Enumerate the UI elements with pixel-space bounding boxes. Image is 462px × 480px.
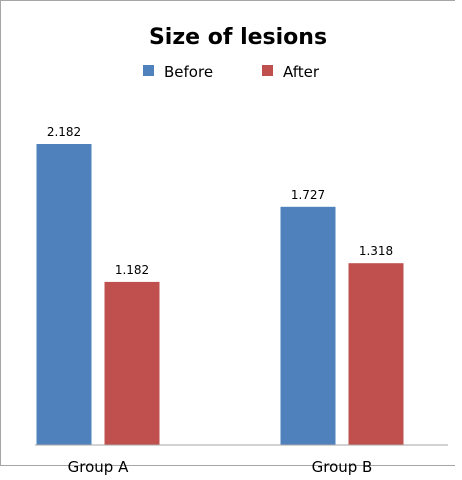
bar-group-b-before	[280, 206, 336, 445]
chart-title: Size of lesions	[149, 25, 327, 50]
legend-label-after: After	[283, 63, 320, 81]
data-label-group-a-before: 2.182	[47, 125, 81, 139]
bars-group: 2.182 1.727 1.182 1.318	[36, 125, 404, 445]
legend: Before After	[143, 63, 320, 81]
legend-swatch-after	[262, 65, 273, 76]
data-label-group-b-after: 1.318	[359, 244, 393, 258]
x-tick-group-a: Group A	[68, 458, 129, 476]
chart-frame	[0, 0, 455, 466]
x-tick-group-b: Group B	[312, 458, 373, 476]
bar-group-a-after	[104, 281, 160, 445]
data-label-group-a-after: 1.182	[115, 263, 149, 277]
bar-group-b-after	[348, 263, 404, 445]
data-label-group-b-before: 1.727	[291, 188, 325, 202]
legend-swatch-before	[143, 65, 154, 76]
bar-group-a-before	[36, 144, 92, 445]
legend-label-before: Before	[164, 63, 213, 81]
